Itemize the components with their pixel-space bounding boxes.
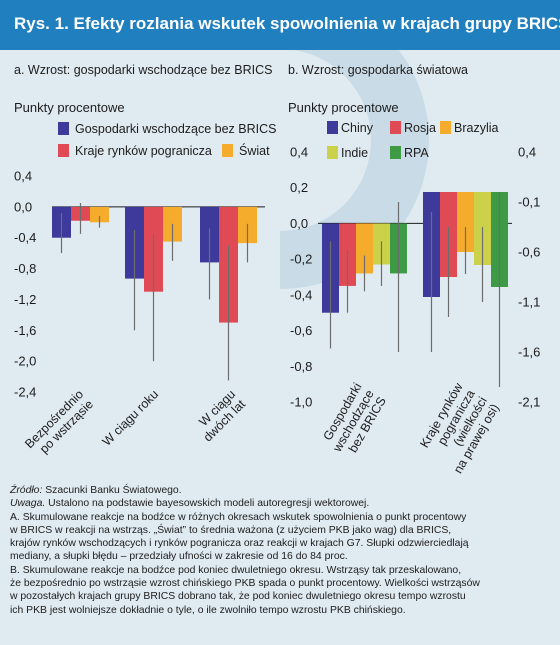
legend-b-label-5: RPA xyxy=(404,146,429,160)
panel-b: b. Wzrost: gospodarka światowa Punkty pro… xyxy=(288,63,540,476)
note-text: Ustalono na podstawie bayesowskich model… xyxy=(45,498,370,510)
panel-a-ytick-label: -0,4 xyxy=(14,230,36,245)
figure-title: Rys. 1. Efekty rozlania wskutek spowolni… xyxy=(14,14,560,33)
panel-a-ylabel: Punkty procentowe xyxy=(14,100,125,115)
note-line-a2: w BRICS w reakcji na wstrząs. „Świat” to… xyxy=(10,524,452,536)
panel-b-ytick-label: -0,6 xyxy=(290,323,312,338)
category-b-label-2: Kraje rynkówpogranicza(wielkościna prawe… xyxy=(415,380,503,476)
panel-b-right-ytick-label: -1,6 xyxy=(518,345,540,360)
panel-a-ytick-label: -2,0 xyxy=(14,354,36,369)
note-line-b2: że bezpośrednio po wstrząsie wzrost chiń… xyxy=(10,578,480,590)
legend-b-swatch-4 xyxy=(327,146,338,159)
bar-a-3-1 xyxy=(90,206,109,223)
legend-b-label-2: Rosja xyxy=(404,121,436,135)
category-a-label-line: W ciągu roku xyxy=(100,387,162,449)
source-line: Źródło: Szacunki Banku Światowego. xyxy=(10,484,550,497)
panel-a-ytick-label: -0,8 xyxy=(14,261,36,276)
panel-a-title: a. Wzrost: gospodarki wschodzące bez BRI… xyxy=(14,63,272,77)
note-line: Uwaga. Ustalono na podstawie bayesowskic… xyxy=(10,497,550,510)
panel-b-right-ytick-label: -1,1 xyxy=(518,295,540,310)
note-line-a1: A. Skumulowane reakcje na bodźce w różny… xyxy=(10,511,467,523)
note-line-a3: krajów rynków wschodzących i rynków pogr… xyxy=(10,538,469,550)
panel-b-ytick-label: -1,0 xyxy=(290,395,312,410)
note-line-a4: mediany, a słupki błędu – przedziały ufn… xyxy=(10,551,348,563)
header-bar: Rys. 1. Efekty rozlania wskutek spowolni… xyxy=(0,0,560,50)
panel-a-ytick-label: 0,4 xyxy=(14,169,32,184)
panel-a-ytick-label: 0,0 xyxy=(14,199,32,214)
legend-a-label-1: Gospodarki wschodzące bez BRICS xyxy=(75,122,276,136)
legend-b-label-3: Brazylia xyxy=(454,121,499,135)
panel-b-right-ytick-label: -0,6 xyxy=(518,245,540,260)
source-text: Szacunki Banku Światowego. xyxy=(42,485,182,496)
legend-a-label-2: Kraje rynków pogranicza xyxy=(75,144,212,158)
panel-b-right-ytick-label: 0,4 xyxy=(518,145,536,160)
bar-b-3-1 xyxy=(356,223,373,274)
panel-a-ytick-label: -2,4 xyxy=(14,385,36,400)
legend-a-label-3: Świat xyxy=(239,143,270,158)
panel-b-ytick-label: -0,8 xyxy=(290,359,312,374)
panel-b-ytick-label: 0,2 xyxy=(290,180,308,195)
panel-b-right-ytick-label: -0,1 xyxy=(518,195,540,210)
legend-a-swatch-1 xyxy=(58,122,69,135)
panel-a: a. Wzrost: gospodarki wschodzące bez BRI… xyxy=(14,63,276,456)
panel-a-ytick-label: -1,6 xyxy=(14,323,36,338)
note-line-b3: w pozostałych krajach grupy BRICS dobran… xyxy=(10,591,466,603)
notes-block: Źródło: Szacunki Banku Światowego. Uwaga… xyxy=(10,484,550,617)
legend-a-swatch-2 xyxy=(58,144,69,157)
panel-b-title: b. Wzrost: gospodarka światowa xyxy=(288,63,468,77)
legend-b-swatch-2 xyxy=(390,121,401,134)
panel-b-ytick-label: 0,0 xyxy=(290,216,308,231)
panel-b-right-ytick-label: -2,1 xyxy=(518,395,540,410)
panel-b-ylabel: Punkty procentowe xyxy=(288,100,399,115)
panel-b-ytick-label: -0,4 xyxy=(290,287,312,302)
note-label: Uwaga. xyxy=(10,498,46,510)
bar-b-3-2 xyxy=(457,192,474,252)
legend-b-label-1: Chiny xyxy=(341,121,374,135)
category-b-label-1: Gospodarkiwschodzącebez BRICS xyxy=(318,380,389,461)
panel-b-ytick-label: 0,4 xyxy=(290,145,308,160)
legend-b-label-4: Indie xyxy=(341,146,368,160)
source-label: Źródło: xyxy=(10,485,43,496)
legend-b-swatch-3 xyxy=(440,121,451,134)
panel-a-ytick-label: -1,2 xyxy=(14,292,36,307)
chart-area: a. Wzrost: gospodarki wschodzące bez BRI… xyxy=(14,50,540,476)
category-a-label-2: W ciągu roku xyxy=(100,387,162,449)
legend-b-swatch-5 xyxy=(390,146,401,159)
legend-a-swatch-3 xyxy=(222,144,233,157)
legend-b-swatch-1 xyxy=(327,121,338,134)
note-line-b1: B. Skumulowane reakcje na bodźce pod kon… xyxy=(10,564,462,576)
category-a-label-3: W ciągudwóch lat xyxy=(191,387,249,445)
panel-b-ytick-label: -0,2 xyxy=(290,252,312,267)
note-line-b4: ich PKB jest wolniejsze dokładnie o tyle… xyxy=(10,604,406,616)
